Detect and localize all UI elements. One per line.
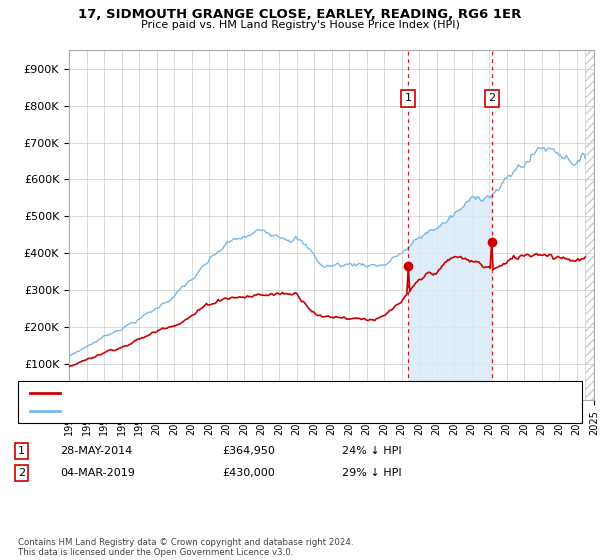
Text: Price paid vs. HM Land Registry's House Price Index (HPI): Price paid vs. HM Land Registry's House …	[140, 20, 460, 30]
Text: £364,950: £364,950	[222, 446, 275, 456]
Text: 04-MAR-2019: 04-MAR-2019	[60, 468, 135, 478]
Text: £430,000: £430,000	[222, 468, 275, 478]
Text: 2: 2	[18, 468, 25, 478]
Text: 2: 2	[488, 94, 496, 103]
Text: HPI: Average price, detached house, Wokingham: HPI: Average price, detached house, Woki…	[69, 406, 312, 416]
Text: 1: 1	[404, 94, 412, 103]
Text: Contains HM Land Registry data © Crown copyright and database right 2024.
This d: Contains HM Land Registry data © Crown c…	[18, 538, 353, 557]
Text: 17, SIDMOUTH GRANGE CLOSE, EARLEY, READING, RG6 1ER (detached house): 17, SIDMOUTH GRANGE CLOSE, EARLEY, READI…	[69, 388, 460, 398]
Text: 29% ↓ HPI: 29% ↓ HPI	[342, 468, 401, 478]
Text: 24% ↓ HPI: 24% ↓ HPI	[342, 446, 401, 456]
Text: 28-MAY-2014: 28-MAY-2014	[60, 446, 132, 456]
Text: 17, SIDMOUTH GRANGE CLOSE, EARLEY, READING, RG6 1ER: 17, SIDMOUTH GRANGE CLOSE, EARLEY, READI…	[79, 8, 521, 21]
Text: 1: 1	[18, 446, 25, 456]
